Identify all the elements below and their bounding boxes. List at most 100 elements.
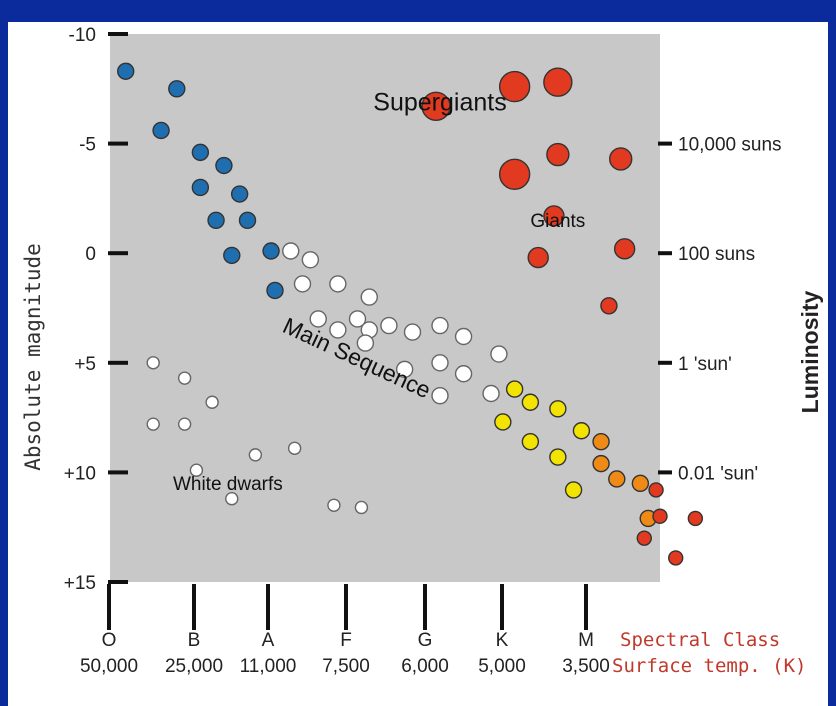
spectral-class-tick-label: O — [102, 630, 117, 651]
star-point-white — [329, 275, 347, 293]
star-point-red — [527, 246, 549, 269]
star-point-red — [687, 510, 704, 527]
star-point-yellow — [494, 413, 512, 431]
star-point-orange — [592, 454, 610, 473]
bottom-tick-mark — [344, 584, 348, 630]
star-point-white — [454, 327, 473, 346]
star-point-red — [498, 158, 531, 190]
star-point-orange — [631, 474, 650, 493]
star-point-blue — [117, 62, 135, 80]
star-point-orange — [608, 470, 626, 488]
bottom-tick-mark — [107, 584, 111, 630]
star-point-white — [431, 316, 449, 335]
star-point-white — [301, 251, 320, 269]
star-point-blue — [168, 80, 186, 98]
spectral-class-tick-label: K — [496, 630, 509, 651]
right-axis: 10,000 suns 100 suns 1 'sun' 0.01 'sun' — [658, 135, 782, 484]
star-point-white — [177, 371, 192, 385]
star-point-white — [282, 242, 300, 260]
spectral-class-label: Spectral Class — [620, 629, 780, 651]
star-point-blue — [262, 242, 280, 260]
spectral-class-tick-label: G — [418, 630, 433, 651]
star-point-white — [380, 316, 398, 335]
star-point-blue — [191, 178, 210, 197]
left-tick-label: +15 — [64, 573, 96, 594]
star-point-blue — [223, 246, 241, 265]
star-point-blue — [215, 156, 233, 175]
star-point-yellow — [549, 448, 567, 466]
star-point-white — [482, 384, 500, 403]
star-point-red — [600, 297, 618, 315]
bottom-tick-mark — [266, 584, 270, 630]
star-point-white — [287, 441, 302, 455]
star-point-white — [354, 500, 369, 515]
star-point-white — [431, 386, 449, 405]
star-point-blue — [238, 211, 257, 230]
star-point-red — [498, 70, 531, 103]
right-tick-label: 0.01 'sun' — [678, 463, 758, 484]
spectral-class-tick-label: F — [340, 630, 352, 651]
bottom-axis: O 50,000 B 25,000 A 11,000 F 7,500 G 6,000 K 5,000 M… — [80, 584, 610, 677]
star-point-blue — [230, 185, 249, 203]
star-point-blue — [207, 211, 225, 230]
region-label: Giants — [530, 211, 585, 232]
star-point-blue — [191, 143, 210, 162]
star-point-orange — [592, 433, 610, 451]
star-point-white — [225, 492, 239, 506]
left-tick-label: -5 — [79, 135, 96, 156]
left-tick-mark — [108, 470, 128, 475]
star-point-white — [348, 310, 367, 328]
hr-diagram: -10 -5 0 +5 +10 +15 10,000 suns 100 suns 1 'sun… — [21, 25, 823, 677]
star-point-white — [356, 334, 375, 352]
bottom-tick-mark — [423, 584, 427, 630]
star-point-blue — [266, 281, 284, 300]
right-tick-mark — [658, 470, 672, 475]
temperature-tick-label: 6,000 — [401, 656, 449, 677]
star-point-white — [189, 463, 204, 477]
star-point-red — [648, 482, 664, 498]
temperature-tick-label: 5,000 — [478, 656, 526, 677]
region-label: Supergiants — [373, 89, 506, 117]
right-tick-label: 10,000 suns — [678, 135, 782, 156]
star-point-yellow — [564, 481, 583, 499]
star-point-yellow — [521, 433, 540, 451]
temperature-tick-label: 11,000 — [240, 656, 297, 677]
star-point-white — [454, 365, 473, 383]
bottom-tick-mark — [584, 584, 588, 630]
star-point-yellow — [572, 422, 591, 440]
star-point-yellow — [521, 393, 540, 411]
left-tick-mark — [108, 580, 128, 584]
star-point-red — [613, 238, 636, 260]
temperature-tick-label: 7,500 — [322, 656, 370, 677]
star-points — [117, 62, 704, 566]
spectral-class-tick-label: M — [578, 630, 594, 651]
star-point-blue — [152, 121, 170, 140]
region-label: White dwarfs — [173, 474, 283, 495]
luminosity-title: Luminosity — [797, 290, 823, 413]
star-point-white — [146, 417, 160, 431]
temperature-tick-label: 3,500 — [562, 656, 610, 677]
temperature-tick-label: 50,000 — [80, 656, 138, 677]
left-axis: -10 -5 0 +5 +10 +15 — [64, 25, 128, 594]
star-point-white — [327, 498, 341, 512]
star-point-red — [636, 530, 652, 546]
y-axis-title: Absolute magnitude — [21, 243, 45, 471]
star-point-white — [329, 321, 347, 339]
star-point-yellow — [549, 400, 567, 418]
left-tick-label: 0 — [85, 244, 96, 265]
right-tick-label: 1 'sun' — [678, 354, 732, 375]
star-point-red — [652, 508, 668, 524]
star-point-white — [395, 360, 414, 379]
star-point-red — [543, 205, 565, 227]
left-tick-mark — [108, 251, 128, 256]
star-point-red — [546, 142, 570, 167]
bottom-tick-mark — [500, 584, 504, 630]
star-point-white — [431, 354, 449, 372]
star-point-white — [205, 395, 219, 409]
right-tick-mark — [658, 360, 672, 365]
right-tick-label: 100 suns — [678, 244, 755, 265]
star-point-red — [609, 147, 633, 171]
star-point-white — [146, 356, 160, 370]
surface-temp-label: Surface temp. (K) — [612, 655, 806, 677]
left-tick-label: -10 — [69, 25, 96, 46]
